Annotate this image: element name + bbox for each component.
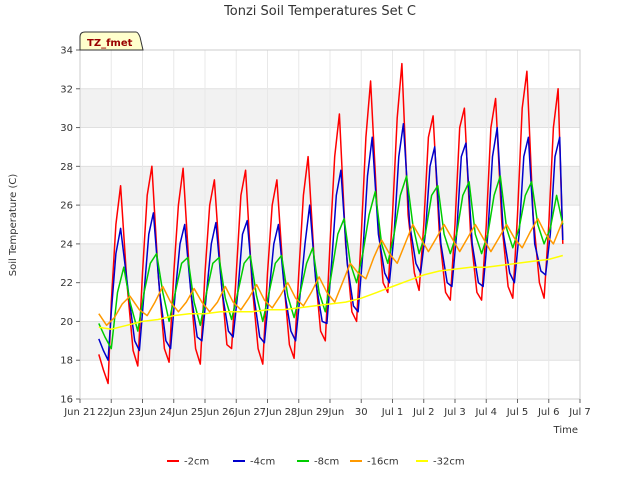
y-axis-ticks: 16 18 20 22 24 26 28 30 32 34 [60,46,80,406]
x-tick-label-13: Jul 4 [474,407,497,418]
badge-label: TZ_fmet [87,38,133,49]
y-tick-label-4: 24 [60,239,73,250]
x-tick-label-7: 28Jun [285,407,313,418]
x-tick-label-3: 24Jun [160,407,188,418]
series-layer [98,62,564,385]
y-tick-label-6: 28 [60,162,73,173]
x-axis-ticks: Jun 21 22Jun 23Jun 24Jun 25Jun 26Jun 27Jun 28Ju… [63,399,591,418]
legend-label-0: -2cm [184,457,209,468]
legend-label-2: -8cm [314,457,339,468]
x-tick-label-0: Jun 21 [63,407,96,418]
y-tick-label-2: 20 [60,317,73,328]
series-line-16cmcm [98,217,564,327]
chart-title: Tonzi Soil Temperatures Set C [223,4,416,19]
legend-label-4: -32cm [433,457,465,468]
site-badge: TZ_fmet [79,31,144,51]
y-tick-label-1: 18 [60,356,73,367]
x-tick-label-10: Jul 1 [381,407,404,418]
x-tick-label-6: 27Jun [253,407,281,418]
x-tick-label-15: Jul 6 [537,407,560,418]
y-tick-label-9: 34 [60,46,73,57]
legend-label-1: -4cm [250,457,275,468]
x-tick-label-11: Jul 2 [412,407,435,418]
y-tick-label-8: 32 [60,84,73,95]
x-tick-label-9: 30 [355,407,368,418]
legend-label-3: -16cm [367,457,399,468]
x-tick-label-1: 22Jun [97,407,125,418]
x-tick-label-8: 29Jun [316,407,344,418]
legend: -2cm -4cm -8cm -16cm -32cm [167,457,465,468]
x-tick-label-5: 26Jun [222,407,250,418]
y-tick-label-0: 16 [60,395,73,406]
x-tick-label-12: Jul 3 [443,407,466,418]
series-line-8cmcm [98,175,564,350]
badge-shape [79,31,144,51]
x-tick-label-4: 25Jun [191,407,219,418]
series-line-32cmcm [98,254,564,330]
x-tick-label-16: Jul 7 [568,407,591,418]
series-line-2cmcm [98,62,564,385]
y-tick-label-5: 26 [60,201,73,212]
y-tick-label-7: 30 [60,123,73,134]
x-axis-label: Time [553,425,578,436]
x-tick-label-2: 23Jun [128,407,156,418]
y-tick-label-3: 22 [60,278,73,289]
x-tick-label-14: Jul 5 [506,407,529,418]
y-axis-label: Soil Temperature (C) [8,174,19,277]
